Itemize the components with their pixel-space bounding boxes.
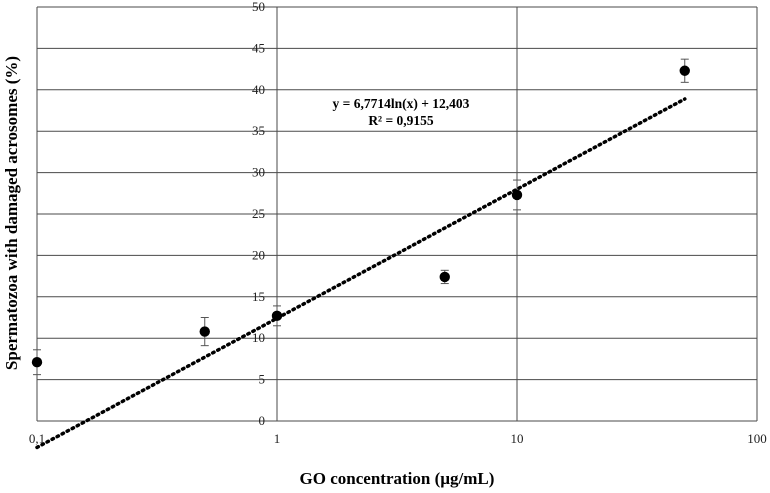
- grid-lines: [36, 6, 758, 422]
- y-tick-label: 35: [252, 123, 265, 138]
- x-tick-label: 1: [274, 431, 281, 446]
- trendline-equation: y = 6,7714ln(x) + 12,403: [333, 96, 470, 111]
- x-tick-label: 100: [747, 431, 767, 446]
- y-tick-label: 45: [252, 40, 265, 55]
- x-tick-label: 0,1: [29, 431, 45, 446]
- trendline: [35, 97, 687, 450]
- y-tick-label: 0: [259, 413, 266, 428]
- y-tick-label: 10: [252, 330, 265, 345]
- data-point: [199, 326, 210, 337]
- y-tick-label: 5: [259, 372, 266, 387]
- y-tick-label: 30: [252, 165, 265, 180]
- y-tick-label: 25: [252, 206, 265, 221]
- y-axis-title: Spermatozoa with damaged acrosomes (%): [2, 56, 21, 370]
- data-point: [31, 357, 43, 368]
- data-point: [271, 310, 283, 322]
- x-axis-title: GO concentration (µg/mL): [300, 469, 495, 488]
- data-point: [439, 271, 450, 283]
- y-tick-label: 50: [252, 0, 265, 14]
- x-tick-labels: 0,1 1 10 100: [29, 431, 767, 446]
- y-tick-label: 40: [252, 82, 265, 97]
- data-points: [31, 65, 690, 368]
- y-tick-label: 15: [252, 289, 265, 304]
- data-point: [511, 189, 523, 201]
- trendline-r2: R² = 0,9155: [368, 113, 434, 128]
- y-tick-labels: 0 5 10 15 20 25 30 35 40 45 50: [252, 0, 265, 428]
- y-tick-label: 20: [252, 247, 265, 262]
- data-point: [679, 65, 690, 76]
- x-tick-label: 10: [511, 431, 524, 446]
